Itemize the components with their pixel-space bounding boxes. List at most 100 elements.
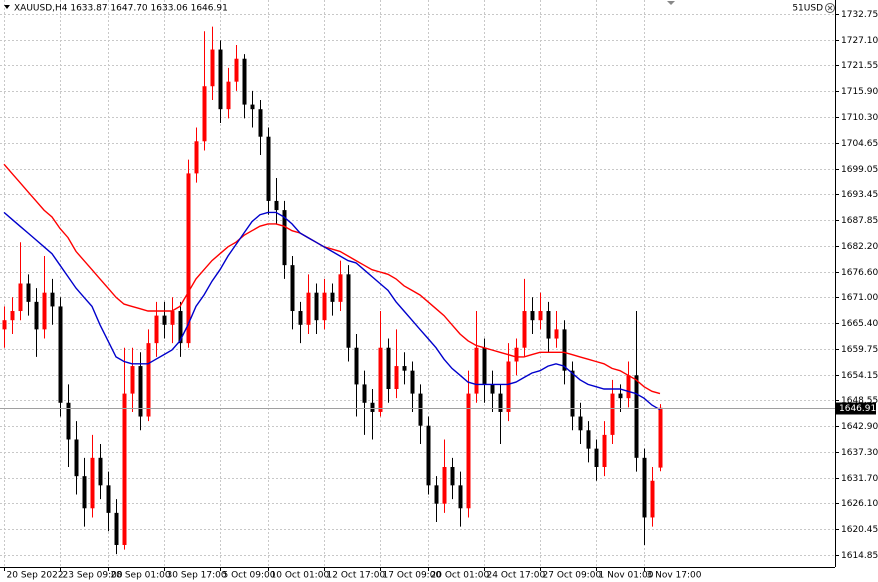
candle-body <box>10 311 15 321</box>
x-tick-label: 5 Oct 09:00 <box>223 571 276 581</box>
candle-body <box>370 402 375 412</box>
x-tick-label: 27 Oct 09:00 <box>543 571 602 581</box>
candle-body <box>410 370 415 394</box>
y-tick-label: 1637.30 <box>841 448 878 458</box>
candle-body <box>74 439 79 477</box>
candle-body <box>26 283 31 302</box>
x-tick-label: 28 Sep 01:00 <box>111 571 171 581</box>
candle-body <box>114 512 119 545</box>
candle-body <box>90 457 95 509</box>
y-tick-label: 1715.90 <box>841 87 878 97</box>
candle-body <box>386 347 391 390</box>
candle-body <box>346 274 351 348</box>
candle-body <box>18 283 23 312</box>
y-tick-label: 1710.30 <box>841 113 878 123</box>
candle-body <box>154 315 159 344</box>
y-tick-label: 1693.45 <box>841 190 878 200</box>
candle-body <box>490 384 495 394</box>
x-tick-label: 12 Oct 17:00 <box>327 571 386 581</box>
candle-body <box>330 292 335 302</box>
x-tick-label: 20 Sep 2022 <box>7 571 64 581</box>
y-tick-label: 1648.55 <box>841 396 878 406</box>
y-tick-label: 1626.10 <box>841 499 878 509</box>
candle-body <box>178 311 183 344</box>
candle-body <box>522 311 527 348</box>
candle-body <box>450 466 455 486</box>
candle-body <box>146 343 151 417</box>
candle-body <box>570 370 575 417</box>
candle-body <box>426 425 431 486</box>
y-tick-label: 1732.75 <box>841 10 878 20</box>
candle-body <box>586 430 591 449</box>
y-tick-label: 1642.90 <box>841 422 878 432</box>
candle-body <box>642 457 647 518</box>
shift-marker <box>667 1 675 5</box>
candle-body <box>122 393 127 545</box>
candle-body <box>218 49 223 110</box>
close-icon[interactable] <box>825 3 835 13</box>
y-tick-label: 1665.40 <box>841 319 878 329</box>
menu-arrow[interactable] <box>4 5 10 9</box>
y-tick-label: 1654.15 <box>841 371 878 381</box>
candle-body <box>322 292 327 321</box>
candle-body <box>226 81 231 110</box>
candle-body <box>610 393 615 435</box>
candle-body <box>290 265 295 312</box>
candle-body <box>258 109 263 137</box>
candle-body <box>98 457 103 486</box>
moving-average-line <box>3 163 661 395</box>
candle-body <box>162 315 167 325</box>
candle-body <box>82 476 87 509</box>
candle-body <box>482 347 487 385</box>
candle-body <box>274 200 279 211</box>
candle-body <box>594 448 599 467</box>
candle-body <box>394 366 399 390</box>
candle-body <box>418 393 423 426</box>
y-tick-label: 1687.85 <box>841 216 878 226</box>
candle-body <box>282 210 287 266</box>
y-tick-label: 1721.55 <box>841 61 878 71</box>
candle-body <box>378 347 383 412</box>
y-tick-label: 1682.20 <box>841 242 878 252</box>
x-tick-label: 23 Sep 09:00 <box>63 571 123 581</box>
candle-body <box>434 485 439 504</box>
account-label: 51USD <box>792 4 823 14</box>
candle-body <box>650 480 655 518</box>
candle-body <box>634 375 639 458</box>
candle-body <box>618 393 623 399</box>
candle-body <box>242 58 247 105</box>
candle-body <box>298 311 303 325</box>
candle-body <box>250 104 255 110</box>
candle-body <box>338 274 343 302</box>
candle-body <box>170 311 175 325</box>
x-tick-label: 3 Nov 17:00 <box>647 571 702 581</box>
candle-body <box>578 416 583 431</box>
x-tick-label: 24 Oct 17:00 <box>487 571 546 581</box>
chart-title: XAUUSD,H4 1633.87 1647.70 1633.06 1646.9… <box>14 4 228 14</box>
candle-body <box>658 407 663 468</box>
y-tick-label: 1704.65 <box>841 139 878 149</box>
current-price-label: 1646.91 <box>839 404 876 414</box>
y-tick-label: 1631.70 <box>841 474 878 484</box>
y-tick-label: 1727.10 <box>841 36 878 46</box>
candle-body <box>354 347 359 385</box>
candle-body <box>362 384 367 403</box>
close-cross[interactable] <box>827 5 833 11</box>
candle-body <box>186 173 191 344</box>
candle-body <box>466 393 471 509</box>
candle-body <box>106 485 111 513</box>
candle-body <box>562 329 567 371</box>
close-circle[interactable] <box>825 3 835 13</box>
candle-body <box>402 366 407 371</box>
x-tick-label: 30 Sep 17:00 <box>167 571 227 581</box>
candle-body <box>474 347 479 394</box>
candle-body <box>498 393 503 412</box>
y-tick-label: 1620.45 <box>841 525 878 535</box>
candle-body <box>66 402 71 440</box>
candle-body <box>442 466 447 504</box>
candle-body <box>34 301 39 330</box>
x-tick-label: 17 Oct 09:00 <box>383 571 442 581</box>
y-tick-label: 1671.00 <box>841 293 878 303</box>
plot-area <box>0 26 835 555</box>
